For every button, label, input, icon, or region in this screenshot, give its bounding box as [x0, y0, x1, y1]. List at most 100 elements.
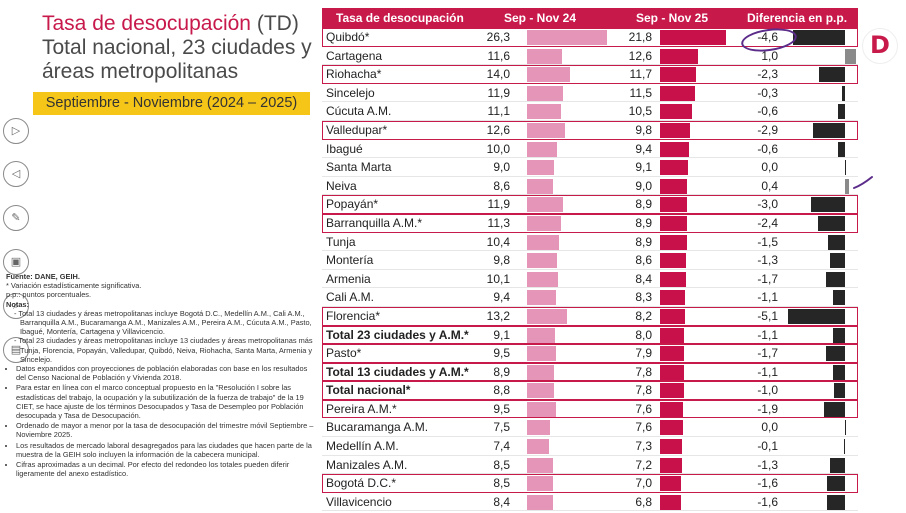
value-sep-nov-24: 10,4 — [486, 234, 510, 249]
city-name: Cúcuta A.M. — [326, 104, 392, 119]
bar-diferencia — [793, 30, 845, 45]
bar-sep-nov-24 — [527, 197, 564, 213]
notes-bullets: Datos expandidos con proyecciones de pob… — [6, 364, 314, 478]
value-sep-nov-24: 11,1 — [487, 104, 510, 119]
value-sep-nov-24: 13,2 — [486, 308, 510, 323]
bar-sep-nov-24 — [527, 253, 557, 269]
value-sep-nov-25: 9,0 — [635, 178, 652, 193]
table-body: Quibdó* 26,3 21,8 -4,6 Cartagena 11,6 12,6 1,0 R… — [322, 28, 858, 512]
city-name: Pereira A.M.* — [326, 401, 397, 416]
notes-sub-2: - Total 23 ciudades y áreas metropolitan… — [14, 336, 313, 364]
bar-sep-nov-24 — [527, 290, 556, 306]
city-name: Medellín A.M. — [326, 439, 399, 454]
image-icon[interactable]: ▣ — [3, 249, 29, 275]
table-row: Quibdó* 26,3 21,8 -4,6 — [322, 28, 858, 47]
table-row: Popayán* 11,9 8,9 -3,0 — [322, 195, 858, 214]
value-sep-nov-24: 11,9 — [487, 85, 510, 100]
value-sep-nov-24: 9,8 — [493, 253, 510, 268]
bar-diferencia — [825, 271, 845, 287]
value-sep-nov-25: 11,5 — [629, 85, 652, 100]
bar-diferencia — [833, 383, 845, 399]
value-sep-nov-25: 8,9 — [635, 197, 652, 212]
bar-diferencia — [845, 48, 857, 64]
value-diferencia: -1,3 — [757, 457, 778, 472]
table-row: Santa Marta 9,0 9,1 0,0 — [322, 158, 858, 177]
city-name: Armenia — [326, 271, 371, 286]
title-suffix: (TD) — [251, 12, 299, 35]
value-sep-nov-25: 8,6 — [635, 253, 652, 268]
value-diferencia: -1,6 — [757, 476, 778, 491]
bar-diferencia — [845, 160, 846, 176]
bar-sep-nov-24 — [527, 85, 564, 101]
bar-sep-nov-24 — [527, 104, 561, 120]
value-sep-nov-25: 8,9 — [635, 234, 652, 249]
bar-sep-nov-25 — [660, 178, 688, 194]
bar-sep-nov-24 — [527, 420, 550, 436]
table-row: Cúcuta A.M. 11,1 10,5 -0,6 — [322, 102, 858, 121]
bar-sep-nov-25 — [660, 197, 688, 213]
value-diferencia: -0,3 — [757, 85, 778, 100]
bar-diferencia — [845, 420, 846, 436]
value-diferencia: -1,7 — [757, 346, 778, 361]
table-row: Sincelejo 11,9 11,5 -0,3 — [322, 84, 858, 103]
bar-sep-nov-24 — [527, 234, 559, 250]
value-sep-nov-24: 9,5 — [493, 401, 510, 416]
value-diferencia: -1,5 — [757, 234, 778, 249]
bar-diferencia — [832, 290, 845, 306]
bar-sep-nov-24 — [527, 457, 553, 473]
value-diferencia: 1,0 — [761, 48, 778, 63]
table-row: Medellín A.M. 7,4 7,3 -0,1 — [322, 437, 858, 456]
prev-arrow-icon[interactable]: ◁ — [3, 161, 29, 187]
value-diferencia: -2,4 — [757, 215, 778, 230]
dane-logo-icon[interactable]: D — [862, 28, 898, 64]
title-line-1: Tasa de desocupación (TD) — [42, 12, 312, 36]
value-sep-nov-25: 8,4 — [635, 271, 652, 286]
value-diferencia: -1,0 — [757, 383, 778, 398]
title-line-3: áreas metropolitanas — [42, 60, 239, 83]
bar-sep-nov-25 — [660, 234, 688, 250]
slides-icon[interactable]: ▤ — [3, 337, 29, 363]
table-row: Cartagena 11,6 12,6 1,0 — [322, 47, 858, 66]
value-diferencia: -3,0 — [757, 197, 778, 212]
next-arrow-icon[interactable]: ▷ — [3, 118, 29, 144]
value-sep-nov-24: 14,0 — [486, 67, 510, 82]
bar-diferencia — [827, 494, 845, 510]
city-name: Cali A.M. — [326, 290, 375, 305]
value-sep-nov-24: 8,5 — [493, 457, 510, 472]
city-name: Total nacional* — [326, 383, 411, 398]
bar-sep-nov-25 — [660, 215, 688, 231]
value-sep-nov-25: 7,3 — [635, 439, 652, 454]
bar-diferencia — [827, 476, 845, 492]
value-diferencia: -1,7 — [757, 271, 778, 286]
bar-diferencia — [838, 104, 845, 120]
bar-sep-nov-25 — [660, 290, 686, 306]
value-sep-nov-25: 12,6 — [628, 48, 652, 63]
table-row: Cali A.M. 9,4 8,3 -1,1 — [322, 288, 858, 307]
bar-sep-nov-24 — [527, 439, 550, 455]
bar-sep-nov-25 — [660, 104, 692, 120]
value-sep-nov-24: 9,4 — [493, 290, 510, 305]
bar-sep-nov-25 — [660, 160, 688, 176]
value-sep-nov-25: 11,7 — [629, 67, 652, 82]
city-name: Total 23 ciudades y A.M.* — [326, 327, 469, 342]
pen-icon[interactable]: ✎ — [3, 205, 29, 231]
bar-sep-nov-24 — [527, 30, 607, 45]
value-sep-nov-24: 9,0 — [493, 160, 510, 175]
value-sep-nov-24: 7,5 — [493, 420, 510, 435]
bar-diferencia — [828, 234, 845, 250]
table-row: Pasto* 9,5 7,9 -1,7 — [322, 344, 858, 363]
bar-sep-nov-25 — [660, 141, 689, 157]
value-sep-nov-25: 7,9 — [635, 346, 652, 361]
search-icon[interactable]: ⌕ — [3, 293, 29, 319]
value-sep-nov-25: 7,8 — [635, 364, 652, 379]
header-sep-nov-24: Sep - Nov 24 — [504, 11, 577, 25]
bar-sep-nov-24 — [527, 401, 556, 417]
table-row: Bogotá D.C.* 8,5 7,0 -1,6 — [322, 474, 858, 493]
bar-diferencia — [811, 197, 845, 213]
table-row: Total nacional* 8,8 7,8 -1,0 — [322, 381, 858, 400]
value-sep-nov-24: 8,6 — [493, 178, 510, 193]
table-row: Total 23 ciudades y A.M.* 9,1 8,0 -1,1 — [322, 325, 858, 345]
title-line-2: Total nacional, 23 ciudades y — [42, 36, 312, 59]
bar-sep-nov-25 — [660, 439, 683, 455]
bar-diferencia — [825, 346, 845, 362]
